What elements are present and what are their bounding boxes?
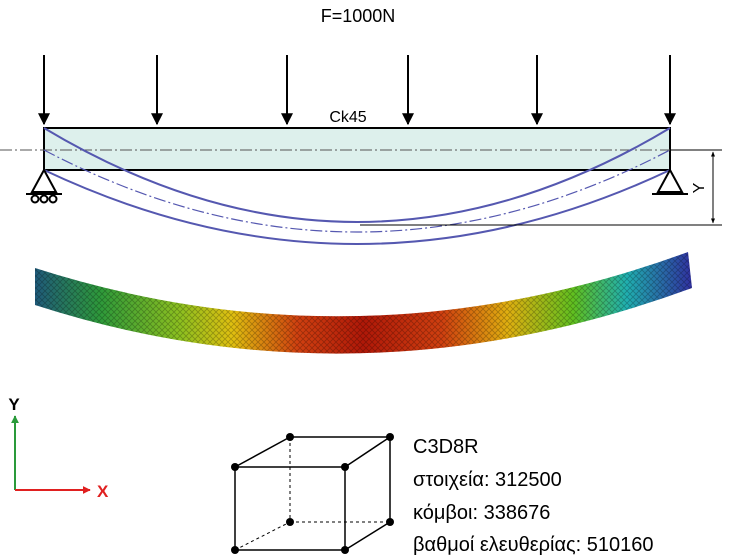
supports [26, 167, 688, 204]
deflection-label: Y [691, 182, 708, 193]
y-axis-label: Y [8, 395, 20, 414]
fe-beam [35, 252, 692, 354]
load-label: F=1000N [321, 6, 396, 26]
material-label: Ck45 [329, 109, 366, 126]
node-count: κόμβοι: 338676 [413, 502, 550, 524]
element-count: στοιχεία: 312500 [413, 469, 562, 491]
element-cube [231, 433, 394, 554]
dimension [360, 149, 722, 226]
beam [43, 127, 671, 171]
load-arrows [38, 55, 676, 126]
x-axis-label: X [97, 482, 109, 501]
dof-count: βαθμοί ελευθερίας: 510160 [413, 534, 654, 556]
deflection-curves [43, 127, 671, 245]
element-type: C3D8R [413, 436, 479, 458]
